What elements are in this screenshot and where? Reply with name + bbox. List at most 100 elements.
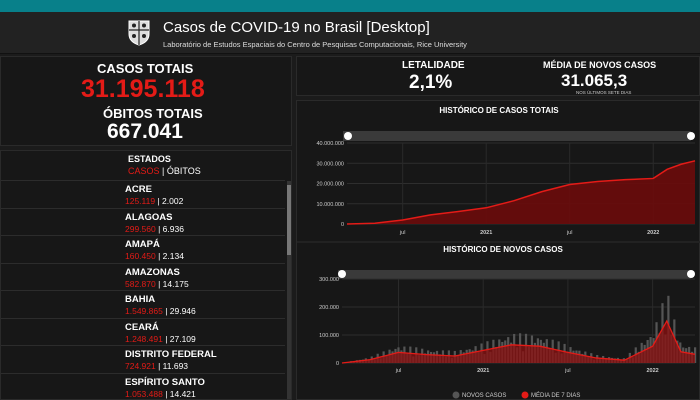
chart1-x-tick-label: jul <box>399 230 406 236</box>
avg-new-cases-note: NOS ÚLTIMOS SETE DIAS <box>576 90 632 95</box>
tab-cases[interactable]: CASOS <box>128 166 160 176</box>
states-scrollbar[interactable] <box>287 181 291 399</box>
avg-new-cases-value: 31.065,3 <box>561 71 628 90</box>
state-deaths: 27.109 <box>169 333 196 344</box>
state-deaths: 14.175 <box>162 278 189 289</box>
lethality-label: LETALIDADE <box>402 60 465 71</box>
deaths-total-value: 667.041 <box>107 120 183 143</box>
chart2-y-tick-label: 300.000 <box>319 277 339 283</box>
chart2-title: HISTÓRICO DE NOVOS CASOS <box>443 245 563 254</box>
charts-svg: HISTÓRICO DE CASOS TOTAIS 0 10.000.000 20.0… <box>297 106 700 399</box>
state-separator <box>1 180 285 181</box>
state-name[interactable]: DISTRITO FEDERAL <box>125 349 217 360</box>
state-values: 299.560 | 6.936 <box>125 224 184 234</box>
state-name[interactable]: CEARÁ <box>125 321 159 333</box>
chart1-x-tick-label: jul <box>566 230 573 236</box>
states-panel: ESTADOS CASOS | ÓBITOS ACRE 125.119 | 2.0… <box>0 150 292 400</box>
state-cases: 299.560 <box>125 223 156 234</box>
cases-total-label: CASOS TOTAIS <box>97 61 194 76</box>
state-cases: 582.870 <box>125 278 156 289</box>
app-header: Casos de COVID-19 no Brasil [Desktop] La… <box>0 12 700 54</box>
state-cases: 1.549.865 <box>125 306 163 316</box>
state-deaths: 2.134 <box>162 251 184 261</box>
state-deaths: 6.936 <box>162 223 184 234</box>
state-values: 160.450 | 2.134 <box>125 251 184 261</box>
state-separator <box>1 262 285 264</box>
legend-avg-label: MÉDIA DE 7 DIAS <box>531 392 580 399</box>
cases-total-value: 31.195.118 <box>81 75 205 103</box>
legend-new-cases-label: NOVOS CASOS <box>462 393 506 399</box>
chart2-y-tick-label: 100.000 <box>319 333 339 339</box>
state-deaths: 14.421 <box>169 388 196 399</box>
tab-deaths[interactable]: ÓBITOS <box>166 166 201 176</box>
state-values: 1.549.865 | 29.946 <box>125 306 196 316</box>
state-value-separator: | <box>162 388 170 399</box>
state-name[interactable]: BAHIA <box>125 294 156 305</box>
state-value-separator: | <box>155 278 163 289</box>
chart1-range-selector <box>343 131 691 141</box>
chart2-range-selector <box>338 270 691 279</box>
chart2-x-tick-label: 2021 <box>477 368 489 374</box>
state-value-separator: | <box>155 251 163 261</box>
state-separator <box>1 290 285 291</box>
chart2-x-tick-label: 2022 <box>647 368 659 374</box>
lethality-value: 2,1% <box>409 72 453 93</box>
state-cases: 1.248.491 <box>125 333 163 344</box>
state-values: 1.248.491 | 27.109 <box>125 334 196 344</box>
state-name[interactable]: ACRE <box>125 184 152 195</box>
chart2-range-handle-left <box>338 270 346 278</box>
state-value-separator: | <box>155 361 163 371</box>
legend-avg-swatch <box>521 391 529 399</box>
state-separator <box>1 372 285 374</box>
chart2-bar <box>694 347 697 363</box>
page-title: Casos de COVID-19 no Brasil [Desktop] <box>163 19 430 36</box>
state-value-separator: | <box>155 196 163 206</box>
state-name[interactable]: ESPÍRITO SANTO <box>125 376 205 388</box>
rice-university-shield-icon <box>128 20 150 46</box>
chart1-y-tick-label: 40.000.000 <box>316 141 344 147</box>
chart1-y-tick-label: 20.000.000 <box>316 182 344 188</box>
chart1-y-tick-label: 0 <box>341 222 344 228</box>
chart2-range-handle-right <box>687 270 695 278</box>
chart1-y-tick-label: 10.000.000 <box>316 202 344 208</box>
chart1-range-handle-right <box>687 132 695 140</box>
state-name[interactable]: AMAPÁ <box>125 239 160 250</box>
state-cases: 1.053.488 <box>125 388 163 399</box>
state-separator <box>1 345 285 346</box>
chart1-area <box>347 160 695 224</box>
states-tabs: CASOS | ÓBITOS <box>128 166 201 176</box>
state-deaths: 2.002 <box>162 196 184 206</box>
state-value-separator: | <box>155 223 163 234</box>
state-value-separator: | <box>162 306 170 316</box>
state-value-separator: | <box>162 333 170 344</box>
page-subtitle: Laboratório de Estudos Espaciais do Cent… <box>163 40 467 49</box>
state-separator <box>1 235 285 236</box>
chart1-range-handle-left <box>344 132 352 140</box>
charts-panel: HISTÓRICO DE CASOS TOTAIS 0 10.000.000 20.0… <box>296 100 700 400</box>
chart1-y-tick-label: 30.000.000 <box>316 161 344 167</box>
states-scrollbar-thumb[interactable] <box>287 185 291 255</box>
states-heading: ESTADOS <box>128 154 171 164</box>
top-accent-bar <box>0 0 700 12</box>
avg-new-cases-label: MÉDIA DE NOVOS CASOS <box>543 60 657 70</box>
chart1-x-tick-label: 2021 <box>480 230 492 236</box>
legend-new-cases-swatch <box>452 391 460 399</box>
state-cases: 724.921 <box>125 361 156 371</box>
chart2-y-tick-label: 0 <box>336 361 339 367</box>
state-deaths: 29.946 <box>169 306 196 316</box>
state-values: 125.119 | 2.002 <box>125 196 183 206</box>
chart2-avg-area <box>342 321 695 363</box>
state-values: 582.870 | 14.175 <box>125 279 189 289</box>
state-separator <box>1 207 285 209</box>
chart1-title: HISTÓRICO DE CASOS TOTAIS <box>439 106 559 115</box>
state-name[interactable]: ALAGOAS <box>125 211 173 223</box>
state-cases: 160.450 <box>125 251 156 261</box>
state-cases: 125.119 <box>125 196 156 206</box>
chart1-x-tick-label: 2022 <box>647 230 659 236</box>
deaths-total-label: ÓBITOS TOTAIS <box>103 106 203 121</box>
rates-panel: LETALIDADE 2,1% MÉDIA DE NOVOS CASOS 31.… <box>296 56 700 96</box>
state-values: 1.053.488 | 14.421 <box>125 389 196 399</box>
state-name[interactable]: AMAZONAS <box>125 266 180 278</box>
chart-divider <box>297 241 700 243</box>
state-values: 724.921 | 11.693 <box>125 361 188 371</box>
